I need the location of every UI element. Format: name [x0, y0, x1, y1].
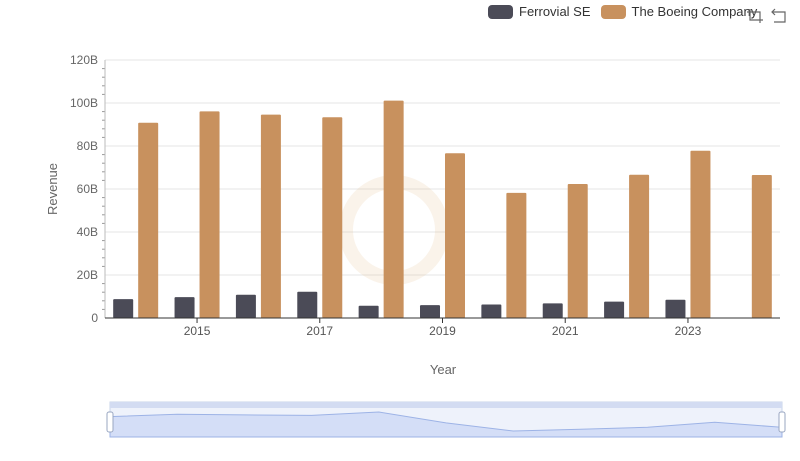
bar-ferrovial[interactable]: [358, 305, 379, 318]
bar-boeing[interactable]: [751, 175, 772, 318]
bar-ferrovial[interactable]: [174, 297, 195, 318]
y-axis-label: Revenue: [45, 163, 60, 215]
legend-label: The Boeing Company: [631, 4, 758, 19]
bar-ferrovial[interactable]: [481, 304, 502, 318]
y-tick-label: 40B: [77, 225, 98, 239]
x-tick-label: 2019: [429, 324, 456, 338]
bar-boeing[interactable]: [383, 100, 404, 318]
bar-boeing[interactable]: [199, 111, 220, 318]
data-zoom-slider[interactable]: [106, 401, 786, 438]
legend-swatch: [600, 4, 626, 19]
bar-boeing[interactable]: [260, 114, 281, 318]
bar-ferrovial[interactable]: [235, 294, 256, 318]
bar-boeing[interactable]: [445, 153, 465, 318]
x-tick-label: 2015: [184, 324, 211, 338]
bar-boeing[interactable]: [322, 117, 343, 318]
y-tick-label: 60B: [77, 182, 98, 196]
bar-ferrovial[interactable]: [604, 301, 625, 318]
zoom-icon[interactable]: [746, 6, 764, 24]
bar-boeing[interactable]: [690, 150, 711, 318]
bars: [113, 100, 772, 318]
y-axis: 0 20B 40B 60B 80B 100B 120B: [70, 53, 106, 325]
bar-boeing[interactable]: [506, 192, 527, 318]
y-tick-label: 100B: [70, 96, 98, 110]
y-tick-label: 0: [91, 311, 98, 325]
legend-item-ferrovial[interactable]: Ferrovial SE: [488, 4, 591, 19]
bar-ferrovial[interactable]: [297, 291, 318, 318]
legend-label: Ferrovial SE: [519, 4, 591, 19]
legend-swatch: [488, 4, 513, 19]
bar-boeing[interactable]: [567, 184, 588, 318]
x-axis: 2015 2017 2019 2021 2023: [105, 317, 780, 338]
x-axis-label: Year: [430, 362, 457, 377]
y-tick-label: 120B: [70, 53, 98, 67]
legend-item-boeing[interactable]: The Boeing Company: [600, 4, 758, 19]
restore-icon[interactable]: [770, 6, 788, 24]
x-tick-label: 2021: [552, 324, 579, 338]
zoom-handle-left[interactable]: [106, 411, 114, 433]
bar-ferrovial[interactable]: [420, 305, 440, 318]
y-tick-label: 80B: [77, 139, 98, 153]
bar-ferrovial[interactable]: [665, 299, 686, 318]
bar-boeing[interactable]: [629, 174, 650, 318]
zoom-drag-bar[interactable]: [110, 402, 782, 408]
zoom-preview-area: [109, 411, 783, 438]
y-tick-label: 20B: [77, 268, 98, 282]
toolbox: [746, 6, 788, 24]
x-tick-label: 2017: [306, 324, 333, 338]
bar-boeing[interactable]: [138, 122, 159, 318]
bar-ferrovial[interactable]: [113, 299, 134, 318]
x-tick-label: 2023: [675, 324, 702, 338]
legend: Ferrovial SE The Boeing Company: [488, 4, 757, 19]
zoom-handle-right[interactable]: [778, 411, 786, 433]
bar-ferrovial[interactable]: [542, 303, 563, 318]
